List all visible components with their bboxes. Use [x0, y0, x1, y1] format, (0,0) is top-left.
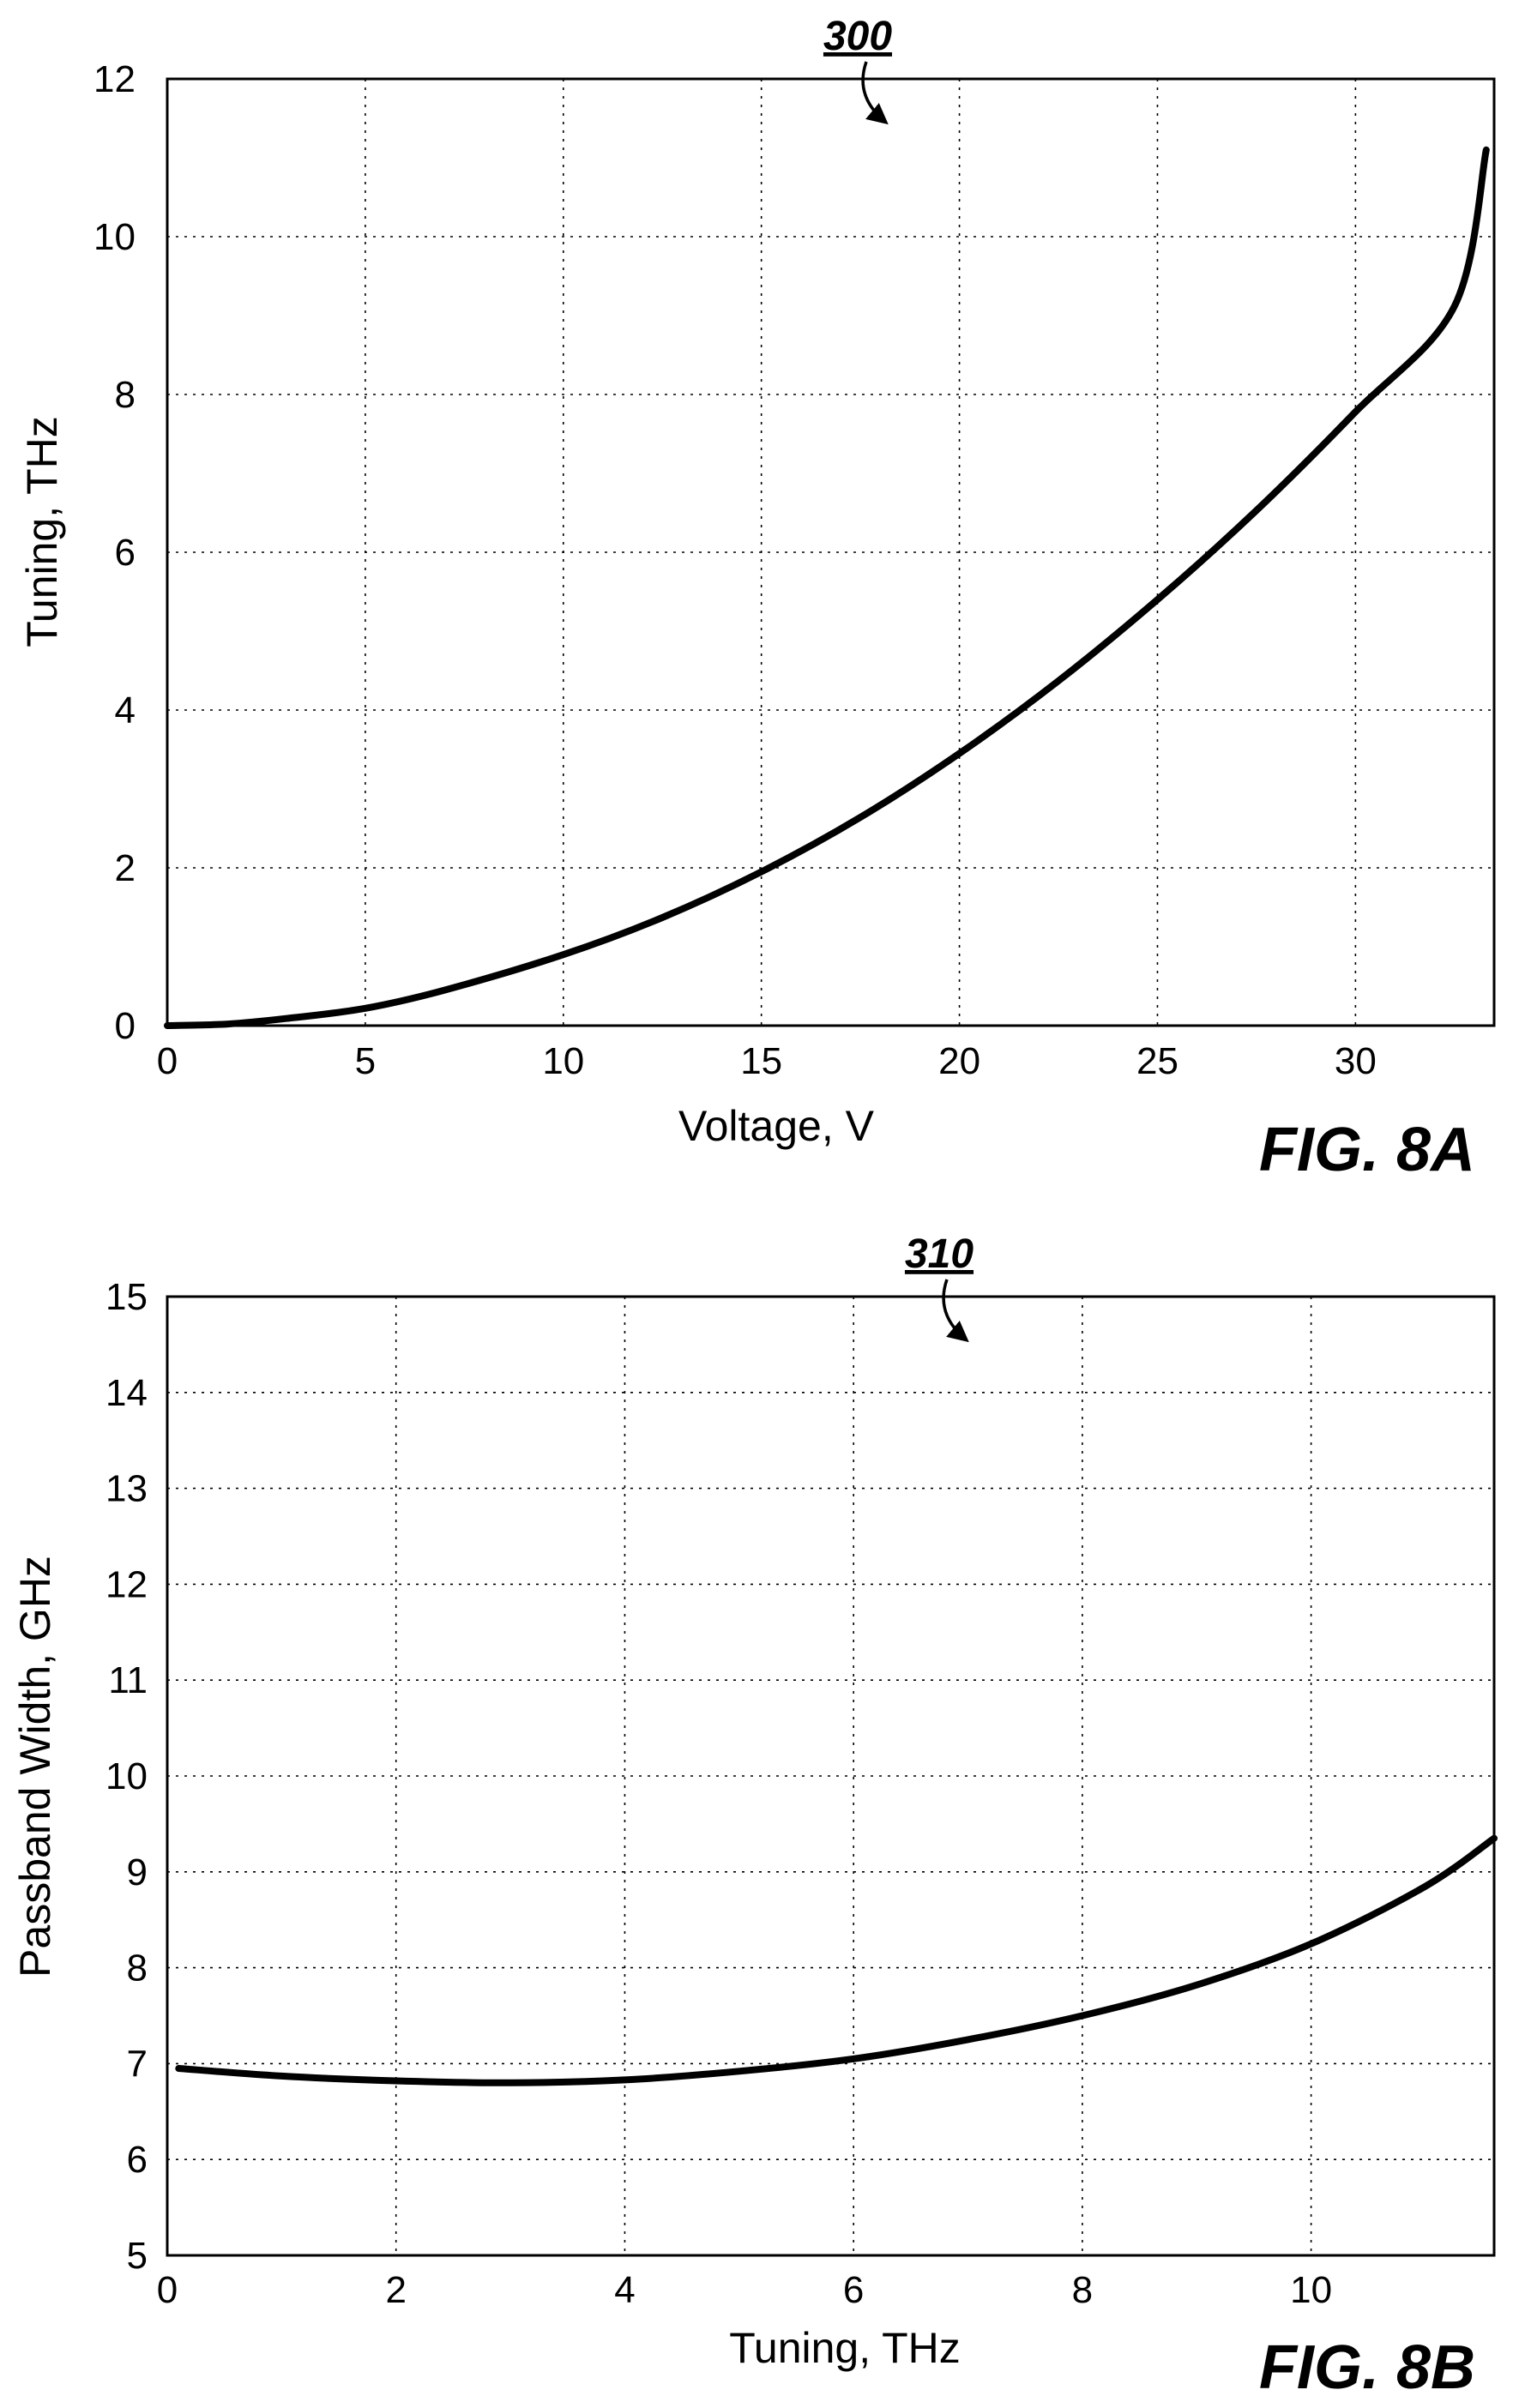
- reference-arrow-b: [942, 1279, 969, 1343]
- x-tick-label: 2: [385, 2269, 406, 2311]
- series-line-a: [164, 146, 1490, 1029]
- reference-numeral-b: 310: [905, 1231, 973, 1277]
- y-tick-label: 9: [127, 1851, 148, 1893]
- y-tick-label: 7: [127, 2043, 148, 2085]
- y-axis-label-a: Tuning, THz: [18, 416, 66, 647]
- plot-frame-b: [166, 1295, 1496, 2257]
- figure-label-a: FIG. 8A: [1259, 1116, 1475, 1184]
- x-tick-label: 10: [1290, 2269, 1332, 2311]
- y-tick-label: 4: [115, 689, 136, 731]
- y-tick-label: 12: [105, 1563, 148, 1605]
- x-tick-label: 15: [740, 1040, 782, 1082]
- grid-lines-a: [167, 79, 1494, 1026]
- figure-label-b: FIG. 8B: [1259, 2333, 1475, 2402]
- tick-labels-a: 0 5 10 15 20 25 30 0 2 4 6 8 10 12: [93, 58, 1377, 1082]
- x-tick-label: 30: [1335, 1040, 1377, 1082]
- y-tick-label: 13: [105, 1468, 148, 1510]
- y-tick-label: 6: [115, 532, 136, 574]
- y-tick-label: 5: [127, 2235, 148, 2277]
- y-tick-label: 2: [115, 847, 136, 889]
- x-tick-label: 25: [1136, 1040, 1178, 1082]
- x-tick-label: 0: [157, 2269, 178, 2311]
- y-tick-label: 10: [93, 216, 136, 258]
- tick-labels-b: 0 2 4 6 8 10 5 6 7 8 9 10 11 12 13 14 15: [105, 1276, 1332, 2311]
- y-tick-label: 8: [115, 374, 136, 416]
- grid-lines-b: [167, 1297, 1494, 2255]
- x-tick-label: 5: [355, 1040, 376, 1082]
- x-tick-label: 8: [1072, 2269, 1093, 2311]
- y-tick-label: 12: [93, 58, 136, 100]
- y-tick-label: 8: [127, 1947, 148, 1990]
- x-tick-label: 0: [157, 1040, 178, 1082]
- x-tick-label: 20: [938, 1040, 980, 1082]
- y-tick-label: 10: [105, 1755, 148, 1797]
- x-axis-label-a: Voltage, V: [678, 1102, 875, 1150]
- x-axis-label-b: Tuning, THz: [729, 2324, 961, 2372]
- y-tick-label: 6: [127, 2139, 148, 2181]
- series-line-b: [175, 1834, 1498, 2086]
- plot-frame-a: [166, 77, 1496, 1027]
- reference-arrow-a: [861, 61, 889, 125]
- y-tick-label: 0: [115, 1005, 136, 1047]
- y-axis-label-b: Passband Width, GHz: [11, 1556, 59, 1978]
- x-tick-label: 6: [843, 2269, 864, 2311]
- x-tick-label: 4: [614, 2269, 635, 2311]
- chart-passband-vs-tuning: 0 2 4 6 8 10 5 6 7 8 9 10 11 12 13 14 15 Tuning, THz Pas…: [11, 1231, 1498, 2402]
- y-tick-label: 15: [105, 1276, 148, 1318]
- y-tick-label: 14: [105, 1372, 148, 1414]
- reference-numeral-a: 300: [823, 14, 892, 59]
- y-tick-label: 11: [108, 1659, 148, 1701]
- x-tick-label: 10: [542, 1040, 584, 1082]
